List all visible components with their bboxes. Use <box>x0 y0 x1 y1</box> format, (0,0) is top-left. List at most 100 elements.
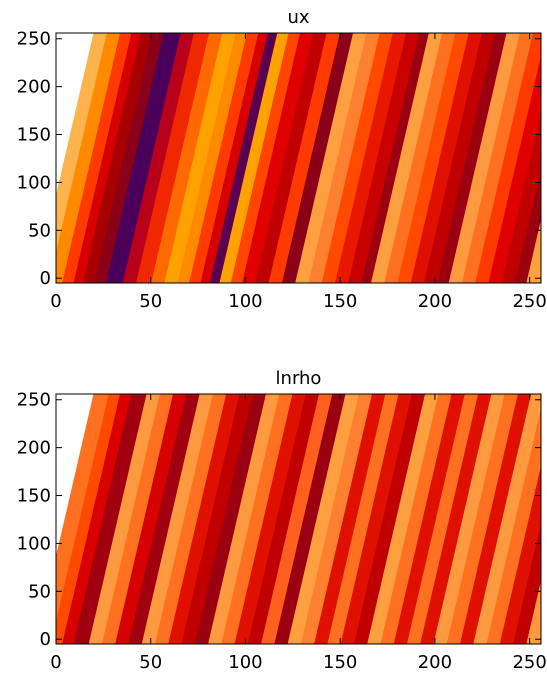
stripe-band <box>56 394 121 644</box>
stripe-band <box>128 394 201 644</box>
stripe-band <box>221 394 294 644</box>
stripe-band <box>384 33 456 283</box>
stripe-band <box>94 33 165 283</box>
stripe-band <box>406 394 479 644</box>
stripe-band <box>88 394 161 644</box>
stripe-band <box>141 394 214 644</box>
y-tick-label: 200 <box>17 77 51 98</box>
heatmap-panel-1: 0 50 100 150 200 250 0 50 100 150 200 250 ux <box>17 7 547 312</box>
stripe-band <box>499 465 541 644</box>
x-tick-label: 250 <box>512 652 546 673</box>
stripe-band <box>514 170 541 283</box>
stripe-band <box>194 394 267 644</box>
stripe-band <box>380 394 453 644</box>
stripe-band <box>208 394 280 644</box>
stripe-band <box>488 55 541 283</box>
x-tick-label: 100 <box>228 291 262 312</box>
stripe-layer <box>56 33 541 283</box>
stripe-band <box>353 394 426 644</box>
stripe-band <box>101 394 174 644</box>
stripe-band <box>189 33 259 283</box>
stripe-band <box>242 33 314 283</box>
stripe-band <box>274 394 347 644</box>
stripe-band <box>115 394 187 644</box>
stripe-band <box>473 394 541 644</box>
stripe-band <box>200 33 269 283</box>
stripe-band <box>177 33 248 283</box>
stripe-band <box>308 33 381 283</box>
y-tick-label: 150 <box>17 125 51 146</box>
stripe-band <box>154 394 227 644</box>
stripe-band <box>348 33 420 283</box>
stripe-band <box>73 394 148 644</box>
stripe-band <box>424 33 496 283</box>
stripe-band <box>247 394 320 644</box>
stripe-band <box>513 523 541 644</box>
stripe-band <box>219 33 290 283</box>
stripe-band <box>281 33 354 283</box>
stripe-band <box>62 394 132 644</box>
plot-frame <box>55 32 542 284</box>
y-tick-label: 50 <box>28 220 51 241</box>
stripe-band <box>268 33 341 283</box>
y-tick-label: 150 <box>17 486 51 507</box>
stripe-band <box>230 33 301 283</box>
stripe-band <box>448 33 521 283</box>
stripe-band <box>209 33 278 283</box>
x-tick-label: 50 <box>139 291 162 312</box>
stripe-band <box>334 33 407 283</box>
stripe-band <box>370 33 443 283</box>
x-tick-label: 100 <box>228 652 262 673</box>
chart-title: lnrho <box>276 368 322 389</box>
stripe-band <box>397 33 470 283</box>
stripe-band <box>234 394 307 644</box>
stripe-band <box>433 394 506 644</box>
stripe-band <box>361 33 430 283</box>
stripe-band <box>340 394 413 644</box>
stripe-band <box>437 33 508 283</box>
stripe-band <box>261 394 333 644</box>
stripe-band <box>56 33 121 283</box>
stripe-band <box>151 33 223 283</box>
stripe-band <box>164 33 237 283</box>
x-tick-label: 250 <box>512 291 546 312</box>
heatmap-panel-2: 0 50 100 150 200 250 0 50 100 150 200 250 lnrho <box>17 368 547 673</box>
stripe-band <box>475 33 541 283</box>
x-tick-label: 200 <box>418 291 452 312</box>
stripe-band <box>321 33 394 283</box>
x-tick-label: 200 <box>418 652 452 673</box>
y-tick-label: 250 <box>17 29 51 50</box>
x-tick-label: 0 <box>50 652 61 673</box>
x-tick-label: 150 <box>323 652 357 673</box>
stripe-band <box>136 33 210 283</box>
y-tick-label: 100 <box>17 172 51 193</box>
stripe-band <box>295 33 367 283</box>
x-tick-label: 50 <box>139 652 162 673</box>
stripe-band <box>393 394 466 644</box>
y-tick-label: 0 <box>40 629 51 650</box>
stripe-band <box>168 394 240 644</box>
stripe-band <box>62 33 132 283</box>
plot-frame <box>55 393 542 645</box>
stripe-band <box>314 394 386 644</box>
y-tick-label: 50 <box>28 581 51 602</box>
stripe-band <box>181 394 254 644</box>
stripe-band <box>526 219 541 283</box>
x-tick-label: 150 <box>323 291 357 312</box>
stripe-band <box>122 33 195 283</box>
stripe-band <box>105 33 182 283</box>
y-tick-label: 0 <box>40 268 51 289</box>
stripe-band <box>420 394 492 644</box>
stripe-band <box>255 33 328 283</box>
stripe-band <box>410 33 483 283</box>
stripe-band <box>461 33 534 283</box>
stripe-band <box>73 33 142 283</box>
stripe-band <box>287 394 360 644</box>
x-tick-label: 0 <box>50 291 61 312</box>
y-tick-label: 100 <box>17 533 51 554</box>
stripe-band <box>526 580 541 644</box>
stripe-band <box>460 394 532 644</box>
stripe-band <box>300 394 373 644</box>
